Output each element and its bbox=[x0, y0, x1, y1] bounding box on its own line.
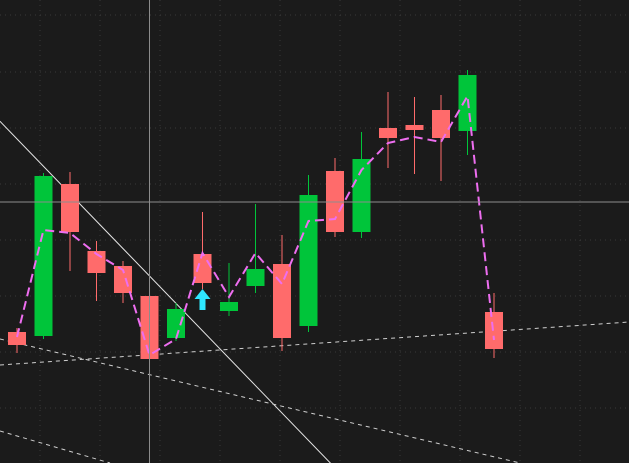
candle-bearish bbox=[193, 254, 212, 283]
signals bbox=[194, 289, 211, 310]
candle-bullish bbox=[352, 159, 371, 232]
candle-bullish bbox=[299, 195, 318, 326]
solid-trendline bbox=[0, 120, 332, 463]
candle-bearish bbox=[8, 332, 26, 345]
moving-average bbox=[16, 92, 495, 357]
candle-bullish bbox=[246, 269, 265, 286]
dashed-trendline bbox=[0, 321, 629, 366]
candle-bearish bbox=[485, 312, 503, 349]
moving-average-line bbox=[16, 92, 495, 357]
trendlines bbox=[0, 120, 629, 463]
candle-bearish bbox=[61, 184, 79, 232]
candle-bearish bbox=[432, 110, 450, 138]
candle-bullish bbox=[167, 309, 185, 338]
candle-bullish bbox=[220, 302, 238, 311]
buy-arrow-icon bbox=[194, 289, 211, 310]
candle-bearish bbox=[273, 264, 291, 338]
candle-bearish bbox=[405, 125, 424, 130]
candle-bearish bbox=[379, 128, 397, 138]
dashed-trendline bbox=[0, 430, 111, 463]
dashed-trendline bbox=[0, 338, 521, 463]
candle-bullish bbox=[34, 176, 53, 336]
